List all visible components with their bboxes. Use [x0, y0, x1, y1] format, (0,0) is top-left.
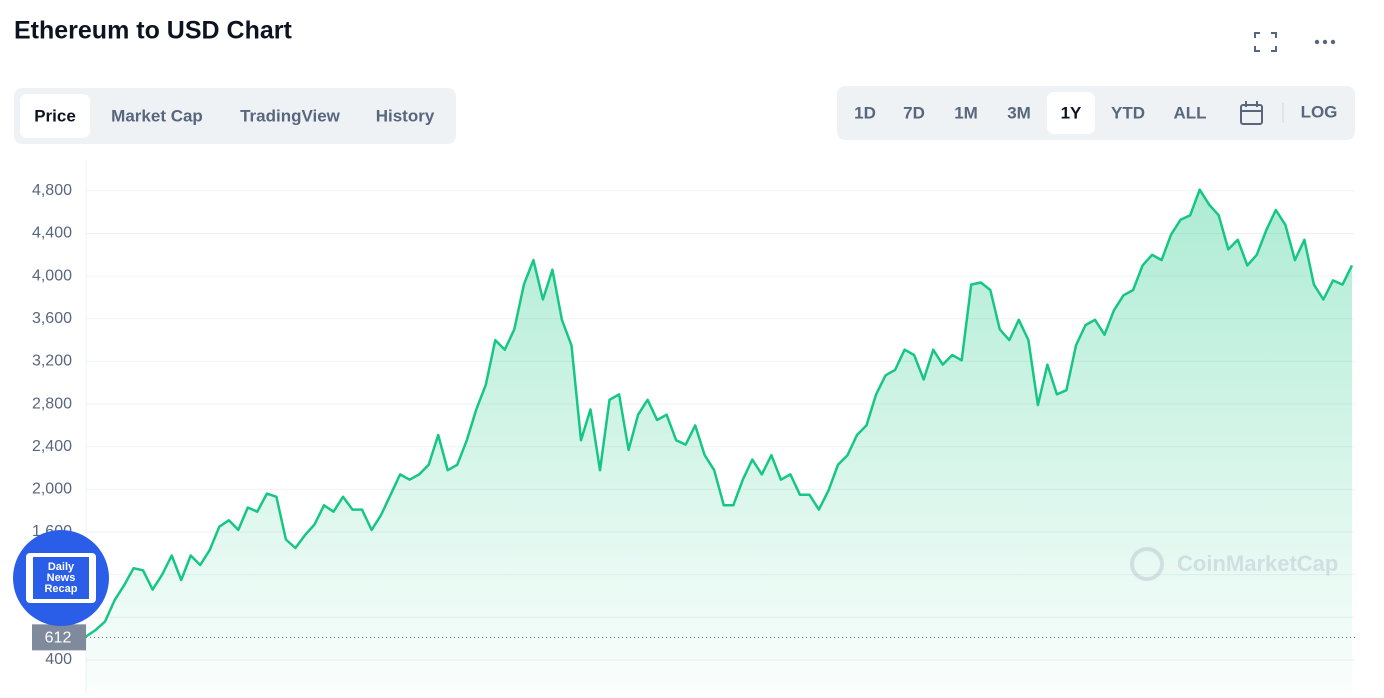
tab[interactable]: TradingView — [240, 106, 341, 125]
page-title: Ethereum to USD Chart — [14, 17, 292, 45]
range-button[interactable]: YTD — [1111, 103, 1145, 122]
tab-bar — [14, 88, 456, 144]
y-tick-label: 3,600 — [32, 310, 72, 327]
news-badge[interactable]: Daily News Recap — [13, 530, 109, 626]
area — [86, 189, 1352, 693]
price-line — [85, 188, 1354, 638]
y-tick-label: 400 — [45, 651, 72, 668]
tab[interactable]: History — [376, 106, 435, 125]
range-button[interactable]: 3M — [1007, 103, 1031, 122]
calendar-icon[interactable] — [1240, 101, 1263, 125]
tab[interactable]: Market Cap — [111, 106, 203, 125]
watermark: CoinMarketCap — [1177, 551, 1338, 576]
range-active — [1047, 92, 1095, 134]
more-icon[interactable] — [1314, 39, 1336, 45]
log-button[interactable]: LOG — [1301, 102, 1338, 121]
range-button[interactable]: 7D — [903, 103, 925, 122]
y-tick-label: 2,800 — [32, 395, 72, 412]
watermark-logo: CoinMarketCap — [1130, 547, 1338, 581]
tab-active — [20, 94, 90, 138]
y-tick-label: 2,000 — [32, 481, 72, 498]
y-tick-label: 3,200 — [32, 353, 72, 370]
min-label-bg — [32, 624, 86, 651]
y-tick-label: 4,000 — [32, 267, 72, 284]
y-tick-label: 4,400 — [32, 225, 72, 242]
tab[interactable]: Price — [34, 106, 76, 125]
y-tick-label: 2,400 — [32, 438, 72, 455]
badge-text: Recap — [44, 583, 77, 595]
range-bar — [837, 86, 1355, 140]
range-button[interactable]: 1Y — [1061, 103, 1082, 122]
range-button[interactable]: ALL — [1173, 103, 1206, 122]
range-button[interactable]: 1D — [854, 103, 876, 122]
range-button[interactable]: 1M — [954, 103, 978, 122]
fullscreen-icon[interactable] — [1254, 32, 1277, 52]
min-label: 612 — [45, 630, 72, 647]
y-tick-label: 4,800 — [32, 182, 72, 199]
badge-text: News — [47, 572, 76, 584]
badge-text: Daily — [48, 561, 75, 573]
